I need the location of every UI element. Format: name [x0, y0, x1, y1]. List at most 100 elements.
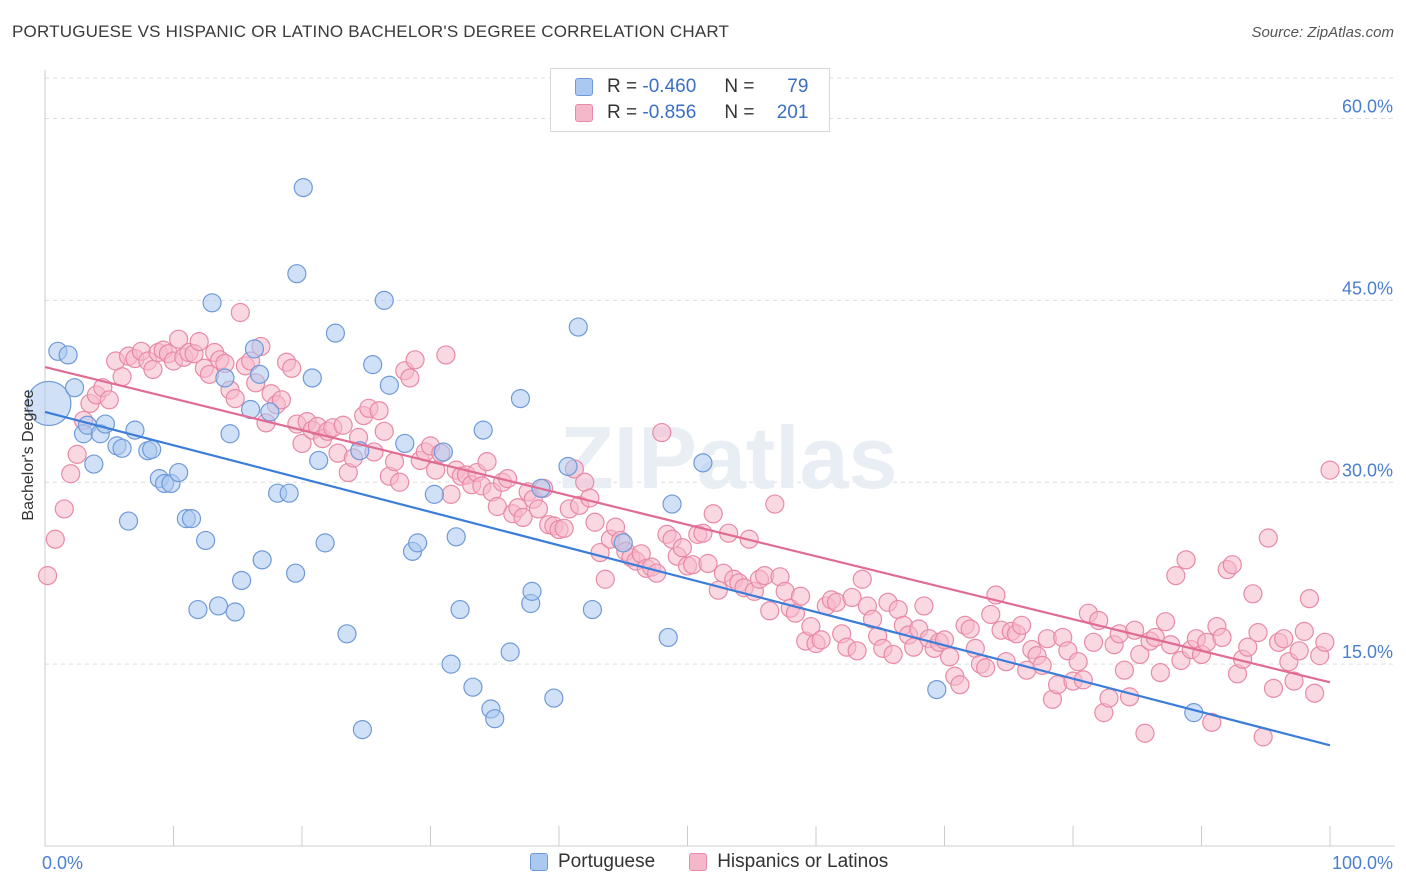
- portuguese-point: [613, 533, 633, 553]
- hispanic-point: [1155, 612, 1176, 632]
- hispanic-point: [405, 350, 425, 370]
- y-tick-label: 60.0%: [1342, 97, 1393, 117]
- hispanic-trend-line: [44, 365, 1331, 684]
- portuguese-point: [500, 642, 520, 662]
- portuguese-point: [379, 375, 399, 395]
- portuguese-point: [662, 494, 682, 514]
- hispanic-point: [1114, 660, 1135, 680]
- r-value: -0.856: [642, 102, 697, 123]
- hispanic-point: [811, 630, 831, 650]
- hispanic-point: [400, 368, 420, 388]
- hispanic-point: [883, 644, 903, 665]
- hispanic-point: [169, 329, 189, 349]
- hispanic-point: [1263, 678, 1284, 698]
- portuguese-point: [208, 596, 229, 616]
- x-tick-label: 0.0%: [42, 853, 83, 873]
- portuguese-point: [485, 709, 505, 729]
- portuguese-point: [285, 563, 306, 583]
- n-label: N =: [724, 76, 755, 97]
- hispanic-point: [45, 529, 65, 549]
- hispanic-point: [1119, 687, 1140, 707]
- portuguese-point: [169, 462, 189, 483]
- hispanic-point: [477, 452, 497, 472]
- hispanic-point: [703, 504, 723, 524]
- r-label: R =: [607, 76, 638, 97]
- hispanic-point: [554, 518, 574, 538]
- hispanic-point: [112, 367, 132, 387]
- hispanic-point: [1238, 637, 1258, 657]
- portuguese-point: [26, 380, 72, 427]
- axes: [44, 70, 1395, 847]
- portuguese-point: [58, 345, 78, 365]
- portuguese-point: [325, 323, 346, 343]
- portuguese-point: [315, 533, 335, 553]
- hispanic-point: [672, 538, 692, 558]
- hispanic-point: [67, 444, 87, 464]
- hispanic-point: [1320, 460, 1340, 480]
- portuguese-points: [26, 178, 1204, 740]
- hispanic-point: [914, 596, 934, 616]
- portuguese-point: [287, 264, 307, 284]
- hispanic-point: [976, 658, 996, 678]
- portuguese-point: [232, 570, 252, 591]
- hispanic-point: [1299, 589, 1320, 609]
- hispanic-point: [271, 390, 292, 410]
- hispanic-point: [436, 345, 456, 365]
- hispanic-point: [99, 390, 119, 410]
- portuguese-point: [363, 355, 383, 375]
- hispanic-point: [1166, 566, 1186, 586]
- portuguese-point: [84, 454, 104, 474]
- hispanic-point: [790, 586, 811, 606]
- hispanic-swatch: [689, 853, 708, 871]
- hispanic-point: [708, 580, 728, 600]
- hispanic-point: [1176, 550, 1196, 570]
- r-label: R =: [607, 102, 638, 123]
- portuguese-point: [225, 602, 245, 622]
- portuguese-point: [408, 533, 428, 553]
- hispanic-point: [981, 604, 1001, 625]
- hispanic-point: [61, 464, 81, 484]
- portuguese-point: [244, 339, 265, 359]
- legend-item-hispanic: Hispanics or Latinos: [689, 851, 888, 873]
- portuguese-point: [188, 599, 208, 620]
- portuguese-swatch: [575, 78, 593, 96]
- x-tick-label: 100.0%: [1332, 853, 1393, 873]
- hispanic-point: [1243, 584, 1263, 604]
- hispanic-point: [847, 641, 867, 661]
- hispanic-point: [580, 488, 600, 508]
- hispanic-swatch: [575, 104, 593, 122]
- portuguese-swatch: [530, 853, 548, 871]
- r-value: -0.460: [642, 76, 697, 97]
- hispanic-point: [369, 401, 389, 421]
- portuguese-point: [302, 368, 322, 388]
- hispanic-point: [225, 388, 245, 409]
- portuguese-point: [582, 599, 603, 620]
- hispanic-point: [1212, 627, 1232, 648]
- portuguese-point: [260, 402, 280, 422]
- portuguese-point: [112, 438, 132, 458]
- portuguese-point: [522, 581, 542, 601]
- portuguese-point: [309, 450, 329, 471]
- portuguese-trend-line: [44, 410, 1331, 747]
- legend-row-hispanic: R = -0.856 N = 201: [575, 101, 808, 125]
- source-label: Source: ZipAtlas.com: [1251, 24, 1394, 41]
- portuguese-point: [558, 456, 578, 477]
- hispanic-point: [698, 553, 718, 574]
- hispanic-point: [1135, 723, 1155, 743]
- series-legend: Portuguese Hispanics or Latinos: [530, 851, 922, 873]
- hispanic-point: [230, 302, 250, 323]
- hispanic-point: [390, 472, 410, 492]
- legend-row-portuguese: R = -0.460 N = 79: [575, 75, 808, 99]
- portuguese-point: [293, 178, 313, 198]
- hispanic-point: [333, 415, 353, 435]
- legend-item-portuguese: Portuguese: [530, 851, 655, 873]
- hispanic-point: [374, 421, 394, 441]
- hispanic-point: [585, 512, 605, 532]
- portuguese-point: [658, 627, 678, 648]
- hispanic-point: [513, 507, 533, 528]
- portuguese-point: [181, 509, 202, 529]
- hispanic-point: [143, 359, 163, 380]
- portuguese-point: [215, 368, 235, 388]
- hispanic-point: [528, 499, 549, 519]
- hispanic-point: [652, 422, 672, 443]
